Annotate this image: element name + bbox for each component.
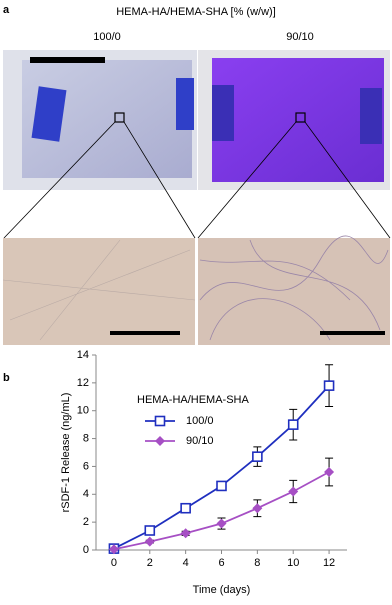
point [252,503,263,514]
panel-label: a [3,4,10,16]
sample-label: 100/0 [93,31,121,43]
point [252,451,263,462]
y-tick-label: 6 [83,460,89,472]
y-tick-label: 8 [83,432,89,444]
point [180,502,191,514]
photo-right [198,50,390,190]
point [216,480,227,492]
legend-marker [155,436,165,446]
x-tick-label: 8 [254,557,260,569]
x-tick-label: 0 [111,557,117,569]
legend-marker [154,415,166,427]
micrograph-right [198,235,390,345]
y-tick-label: 4 [83,488,89,500]
zoom-lines [3,121,391,239]
x-tick-label: 2 [147,557,153,569]
y-axis-label: rSDF-1 Release (ng/mL) [60,393,72,513]
panel-title: HEMA-HA/HEMA-SHA [% (w/w)] [116,6,276,18]
y-tick-label: 14 [77,349,89,361]
panel-label: b [3,372,10,384]
x-tick-label: 12 [323,557,335,569]
chart: 0 2 4 6 8 10 12 14 0 2 4 6 8 10 12 Time (days) rSDF-1 Re… [60,349,347,596]
y-tick-label: 12 [77,377,89,389]
point [324,467,335,477]
legend-label: 90/10 [186,435,214,447]
photo-left [3,50,197,190]
point [108,544,119,555]
point [144,525,156,536]
x-tick-label: 10 [287,557,299,569]
x-axis-label: Time (days) [193,584,251,596]
legend-title: HEMA-HA/HEMA-SHA [137,394,250,406]
sample-label: 90/10 [286,31,314,43]
legend-label: 100/0 [186,415,214,427]
point [288,486,299,497]
micrograph-left [2,238,196,345]
y-tick-label: 2 [83,516,89,528]
point [216,518,227,529]
point [287,419,299,430]
point [180,528,191,539]
x-tick-label: 4 [183,557,189,569]
y-tick-label: 0 [83,544,89,556]
x-tick-label: 6 [218,557,224,569]
point [323,380,335,391]
point [144,536,155,547]
y-tick-label: 10 [77,405,89,417]
